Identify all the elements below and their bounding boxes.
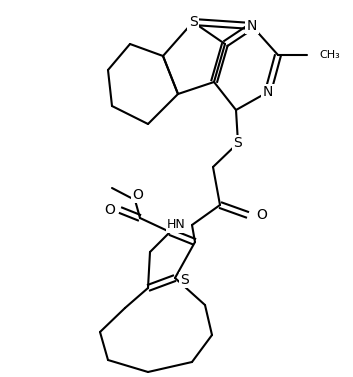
Text: N: N <box>247 19 257 33</box>
Text: O: O <box>104 203 115 217</box>
Text: N: N <box>263 85 273 99</box>
Text: O: O <box>256 208 267 222</box>
Text: S: S <box>180 273 189 287</box>
Text: S: S <box>189 15 197 29</box>
Text: HN: HN <box>167 219 186 231</box>
Text: S: S <box>234 136 243 150</box>
Text: O: O <box>133 188 143 202</box>
Text: CH₃: CH₃ <box>319 50 340 60</box>
